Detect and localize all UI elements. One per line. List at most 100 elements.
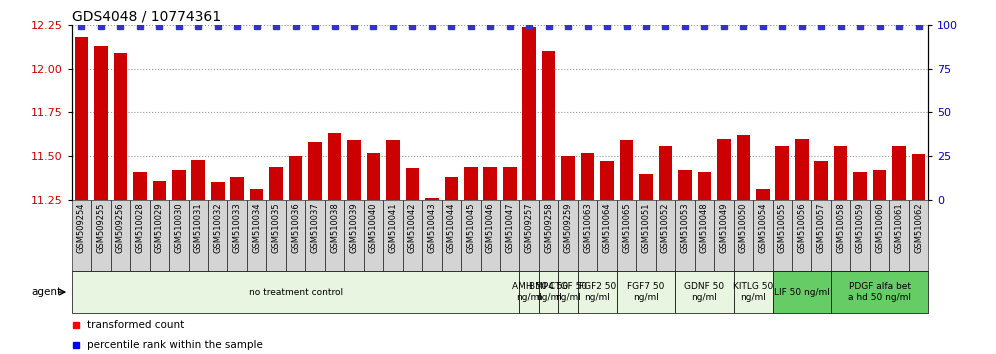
Bar — [639, 174, 652, 200]
Text: GSM510060: GSM510060 — [875, 202, 884, 253]
Text: GSM510028: GSM510028 — [135, 202, 144, 253]
Text: GSM510054: GSM510054 — [758, 202, 767, 253]
Bar — [266, 200, 286, 271]
Bar — [152, 181, 166, 200]
Text: GSM510035: GSM510035 — [272, 202, 281, 253]
Bar — [675, 271, 734, 313]
Bar — [172, 170, 185, 200]
Bar — [211, 183, 224, 200]
Bar — [581, 153, 595, 200]
Text: GSM510053: GSM510053 — [680, 202, 689, 253]
Bar — [72, 271, 520, 313]
Bar — [269, 167, 283, 200]
Text: GSM510064: GSM510064 — [603, 202, 612, 253]
Text: agent: agent — [31, 287, 62, 297]
Bar — [325, 200, 345, 271]
Text: GSM510049: GSM510049 — [719, 202, 728, 253]
Text: GSM509258: GSM509258 — [544, 202, 553, 253]
Text: GSM510044: GSM510044 — [447, 202, 456, 253]
Text: GSM510038: GSM510038 — [330, 202, 339, 253]
Bar — [461, 200, 480, 271]
Bar — [559, 271, 578, 313]
Bar — [364, 200, 383, 271]
Bar — [444, 177, 458, 200]
Text: GSM510048: GSM510048 — [700, 202, 709, 253]
Bar — [386, 141, 399, 200]
Text: GSM510041: GSM510041 — [388, 202, 397, 253]
Bar — [483, 167, 497, 200]
Bar — [348, 141, 361, 200]
Bar — [367, 153, 380, 200]
Bar — [795, 139, 809, 200]
Bar — [675, 200, 694, 271]
Bar — [773, 200, 792, 271]
Bar — [812, 200, 831, 271]
Text: no treatment control: no treatment control — [249, 287, 343, 297]
Text: GSM510050: GSM510050 — [739, 202, 748, 253]
Bar — [578, 200, 598, 271]
Bar — [694, 200, 714, 271]
Bar — [208, 200, 227, 271]
Bar — [636, 200, 655, 271]
Bar — [149, 200, 169, 271]
Text: GSM510042: GSM510042 — [408, 202, 417, 253]
Bar — [714, 200, 734, 271]
Text: GSM510046: GSM510046 — [486, 202, 495, 253]
Bar — [402, 200, 422, 271]
Bar — [892, 146, 906, 200]
Text: GSM510055: GSM510055 — [778, 202, 787, 253]
Text: GSM509256: GSM509256 — [116, 202, 124, 253]
Bar — [831, 271, 928, 313]
Text: GSM510062: GSM510062 — [914, 202, 923, 253]
Bar — [815, 161, 828, 200]
Text: GSM509259: GSM509259 — [564, 202, 573, 253]
Text: FGF7 50
ng/ml: FGF7 50 ng/ml — [627, 282, 664, 302]
Bar — [578, 271, 617, 313]
Bar — [792, 200, 812, 271]
Bar — [776, 146, 789, 200]
Text: percentile rank within the sample: percentile rank within the sample — [87, 340, 263, 350]
Text: GDNF 50
ng/ml: GDNF 50 ng/ml — [684, 282, 724, 302]
Bar — [678, 170, 692, 200]
Bar — [286, 200, 306, 271]
Bar — [306, 200, 325, 271]
Text: FGF2 50
ng/ml: FGF2 50 ng/ml — [579, 282, 616, 302]
Text: GSM510033: GSM510033 — [233, 202, 242, 253]
Text: CTGF 50
ng/ml: CTGF 50 ng/ml — [549, 282, 588, 302]
Bar — [601, 161, 614, 200]
Bar — [111, 200, 130, 271]
Bar — [247, 200, 266, 271]
Text: GSM510032: GSM510032 — [213, 202, 222, 253]
Bar — [539, 200, 559, 271]
Bar — [92, 200, 111, 271]
Bar — [480, 200, 500, 271]
Bar — [854, 172, 867, 200]
Bar — [94, 46, 108, 200]
Text: GSM510030: GSM510030 — [174, 202, 183, 253]
Bar — [736, 135, 750, 200]
Text: GSM510063: GSM510063 — [583, 202, 592, 253]
Text: GSM510052: GSM510052 — [661, 202, 670, 253]
Bar — [851, 200, 870, 271]
Bar — [908, 200, 928, 271]
Bar — [328, 133, 342, 200]
Bar — [188, 200, 208, 271]
Bar — [753, 200, 773, 271]
Bar — [658, 146, 672, 200]
Bar — [617, 271, 675, 313]
Bar — [250, 189, 264, 200]
Bar — [289, 156, 303, 200]
Bar — [598, 200, 617, 271]
Bar — [230, 177, 244, 200]
Bar — [620, 141, 633, 200]
Text: GSM510039: GSM510039 — [350, 202, 359, 253]
Bar — [870, 200, 889, 271]
Text: GSM510059: GSM510059 — [856, 202, 865, 253]
Bar — [169, 200, 188, 271]
Bar — [425, 198, 438, 200]
Bar — [520, 271, 539, 313]
Text: GSM510058: GSM510058 — [837, 202, 846, 253]
Bar — [75, 37, 89, 200]
Bar — [717, 139, 731, 200]
Bar — [114, 53, 127, 200]
